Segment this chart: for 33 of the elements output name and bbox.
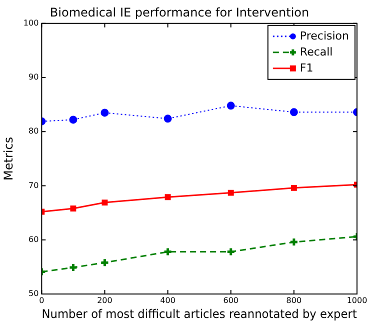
x-tick-label: 1000 [346, 296, 368, 305]
y-tick-label: 50 [28, 289, 39, 298]
y-tick-label: 100 [23, 18, 39, 28]
chart-title: Biomedical IE performance for Intervention [50, 5, 310, 20]
legend-label: F1 [300, 61, 314, 74]
legend-label: Precision [300, 29, 350, 42]
point [226, 102, 235, 110]
point [289, 237, 299, 247]
x-axis-title: Number of most difficult articles reannotated by expert [42, 306, 358, 322]
y-axis-title: Metrics [1, 136, 16, 180]
x-tick-label: 600 [223, 296, 239, 305]
legend-label: Recall [300, 45, 333, 58]
point [100, 258, 110, 268]
x-tick-label: 800 [286, 296, 302, 305]
x-tick-label: 400 [160, 296, 176, 305]
y-tick-label: 90 [28, 72, 39, 82]
x-tick-label: 0 [39, 296, 44, 305]
point [226, 247, 236, 257]
point [228, 190, 234, 196]
point [290, 108, 298, 116]
y-tick-label: 60 [28, 234, 39, 244]
point [290, 184, 297, 191]
point [100, 108, 109, 117]
point [164, 194, 171, 200]
point [69, 116, 78, 124]
y-tick-label: 80 [28, 126, 39, 136]
point [102, 200, 108, 206]
point [163, 247, 173, 257]
x-tick-label: 200 [97, 296, 112, 305]
y-tick-label: 70 [28, 180, 39, 190]
point [164, 114, 172, 123]
point [68, 262, 78, 272]
point [70, 206, 76, 212]
